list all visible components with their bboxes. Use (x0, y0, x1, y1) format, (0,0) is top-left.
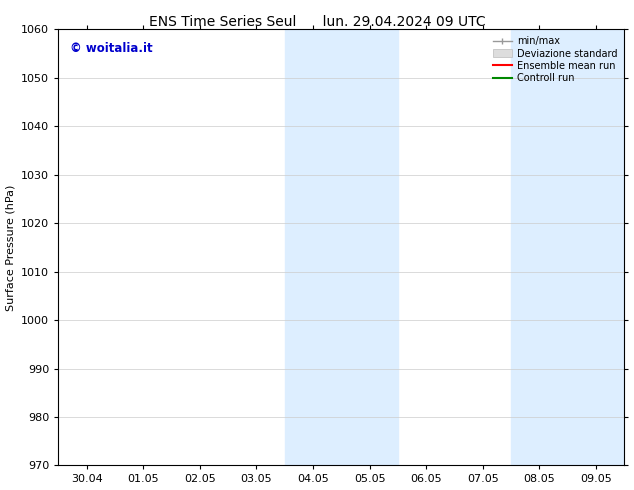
Y-axis label: Surface Pressure (hPa): Surface Pressure (hPa) (6, 184, 16, 311)
Bar (567, 29, 624, 465)
Bar (285, 29, 341, 465)
Text: ENS Time Series Seul      lun. 29.04.2024 09 UTC: ENS Time Series Seul lun. 29.04.2024 09 … (149, 15, 485, 29)
Bar (511, 29, 567, 465)
Bar (341, 29, 398, 465)
Text: © woitalia.it: © woitalia.it (70, 43, 152, 55)
Legend: min/max, Deviazione standard, Ensemble mean run, Controll run: min/max, Deviazione standard, Ensemble m… (491, 34, 619, 85)
